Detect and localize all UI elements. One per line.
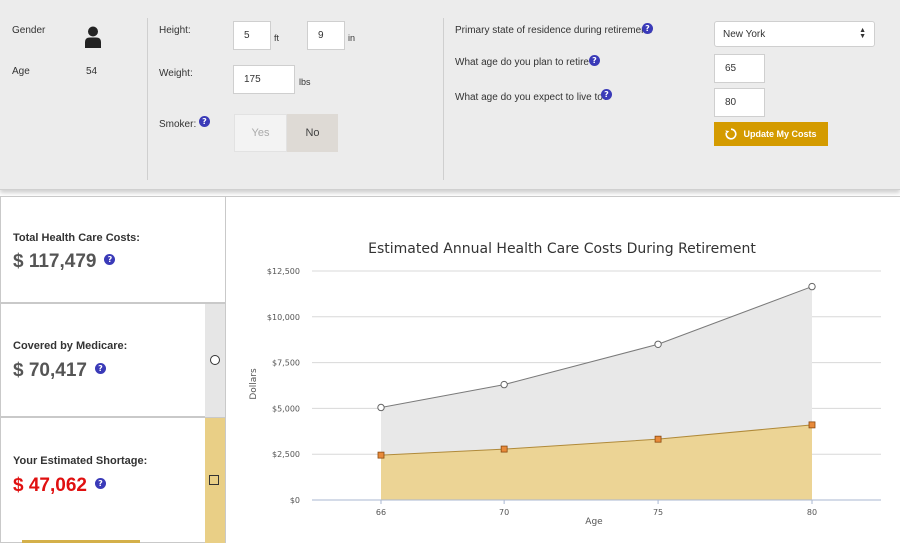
column-divider	[443, 18, 444, 180]
y-tick-label: $0	[290, 496, 300, 505]
shortage-legend-strip	[205, 418, 225, 543]
x-tick-label: 70	[499, 508, 509, 517]
weight-unit: lbs	[299, 77, 311, 87]
shortage-help-icon[interactable]: ?	[94, 478, 106, 490]
height-inches-input[interactable]: 9	[307, 21, 345, 50]
total-costs-point	[654, 340, 662, 348]
medicare-label: Covered by Medicare:	[13, 340, 128, 352]
height-feet-unit: ft	[274, 33, 280, 43]
smoker-help-icon[interactable]: ?	[199, 116, 210, 127]
shortage-point	[377, 451, 385, 459]
total-costs-help-icon[interactable]: ?	[104, 254, 116, 266]
medicare-panel: Covered by Medicare: $ 70,417?	[0, 303, 226, 417]
total-costs-line	[380, 286, 813, 408]
select-arrows-icon: ▲ ▼	[859, 27, 866, 40]
profile-form-panel: Gender Age 54 Height: 5 ft 9 in Weight: …	[0, 0, 900, 190]
total-costs-label: Total Health Care Costs:	[13, 232, 140, 244]
shortage-point	[500, 445, 508, 453]
smoker-label: Smoker:	[159, 119, 197, 130]
age-label: Age	[12, 66, 30, 77]
state-select[interactable]: New York ▲ ▼	[714, 21, 875, 47]
state-label: Primary state of residence during retire…	[455, 25, 653, 36]
y-tick-label: $10,000	[267, 313, 300, 322]
y-tick-label: $12,500	[267, 267, 300, 276]
y-axis-label: Dollars	[249, 368, 259, 400]
medicare-help-icon[interactable]: ?	[94, 363, 106, 375]
bottom-accent-bar	[22, 540, 140, 543]
retire-age-input[interactable]: 65	[714, 54, 765, 83]
shortage-panel: Your Estimated Shortage: $ 47,062?	[0, 417, 226, 543]
height-inches-unit: in	[348, 33, 356, 43]
live-to-label: What age do you expect to live to?	[455, 92, 609, 103]
shortage-point	[808, 421, 816, 429]
y-tick-label: $2,500	[272, 450, 300, 459]
smoker-no-button[interactable]: No	[287, 114, 338, 152]
y-tick-label: $5,000	[272, 404, 300, 413]
update-costs-button[interactable]: Update My Costs	[714, 122, 828, 146]
x-tick-label: 80	[807, 508, 817, 517]
live-to-help-icon[interactable]: ?	[601, 89, 612, 100]
x-tick-label: 66	[376, 508, 386, 517]
gender-label: Gender	[12, 25, 46, 36]
medicare-row: $ 70,417?	[13, 360, 106, 382]
chart-axes: $0 $2,500 $5,000 $7,500 $10,000 $12,500 66 70 75…	[267, 267, 881, 517]
live-to-input[interactable]: 80	[714, 88, 765, 117]
medicare-legend-circle-icon[interactable]	[210, 355, 220, 365]
refresh-icon	[725, 128, 738, 140]
retire-age-label: What age do you plan to retire?	[455, 57, 595, 68]
cost-chart: Estimated Annual Health Care Costs Durin…	[249, 241, 881, 527]
chart-panel: Estimated Annual Health Care Costs Durin…	[225, 196, 900, 543]
chart-markers	[377, 282, 816, 459]
total-costs-row: $ 117,479?	[13, 251, 116, 273]
height-feet-input[interactable]: 5	[233, 21, 271, 50]
chart-title: Estimated Annual Health Care Costs Durin…	[368, 241, 756, 257]
shortage-label: Your Estimated Shortage:	[13, 455, 148, 467]
shortage-point	[654, 435, 662, 443]
weight-label: Weight:	[159, 68, 193, 79]
state-help-icon[interactable]: ?	[642, 23, 653, 34]
total-costs-point	[377, 403, 385, 412]
retire-age-help-icon[interactable]: ?	[589, 55, 600, 66]
smoker-yes-button[interactable]: Yes	[234, 114, 287, 152]
shortage-row: $ 47,062?	[13, 475, 106, 497]
medicare-value: $ 70,417	[13, 360, 87, 381]
y-tick-label: $7,500	[272, 359, 300, 368]
total-costs-area	[381, 286, 812, 456]
total-costs-point	[808, 282, 816, 291]
x-axis-label: Age	[585, 517, 603, 527]
total-costs-value: $ 117,479	[13, 251, 97, 272]
state-select-value: New York	[723, 28, 766, 40]
update-costs-label: Update My Costs	[743, 129, 817, 139]
person-icon[interactable]	[84, 26, 102, 48]
weight-input[interactable]: 175	[233, 65, 295, 94]
chart-areas	[380, 286, 813, 500]
total-costs-point	[500, 380, 508, 389]
age-value: 54	[86, 66, 98, 77]
height-label: Height:	[159, 25, 191, 36]
total-costs-panel: Total Health Care Costs: $ 117,479?	[0, 196, 226, 303]
shortage-value: $ 47,062	[13, 475, 87, 496]
column-divider	[147, 18, 148, 180]
x-tick-label: 75	[653, 508, 663, 517]
shortage-legend-square-icon[interactable]	[209, 475, 219, 485]
shortage-line	[380, 424, 813, 456]
shortage-area	[381, 424, 812, 500]
